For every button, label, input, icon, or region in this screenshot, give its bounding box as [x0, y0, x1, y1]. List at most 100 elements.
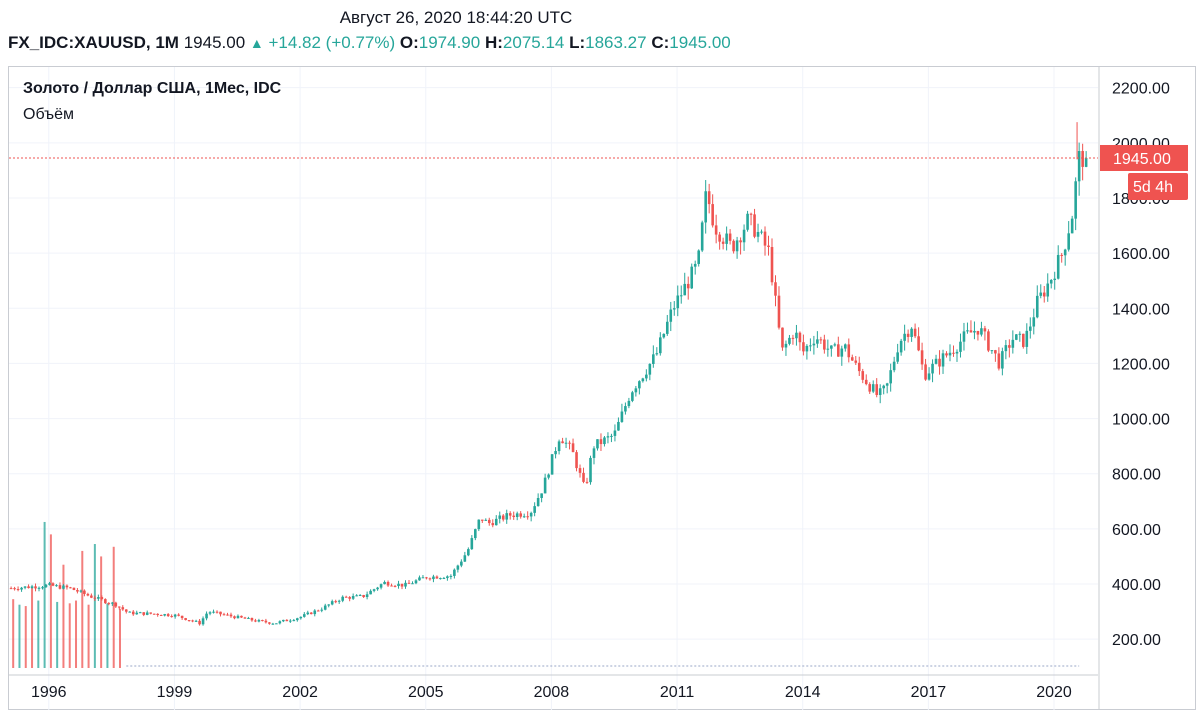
low-label: L: [569, 33, 586, 52]
candle-body [372, 589, 376, 591]
candle-body [1049, 280, 1053, 284]
candle-body [788, 337, 791, 344]
candle-body [149, 612, 153, 614]
candle-body [697, 250, 700, 264]
candle-body [718, 234, 721, 242]
candle-body [243, 617, 247, 619]
volume-bar [43, 521, 46, 668]
candle-body [652, 354, 655, 364]
x-tick-label: 1996 [31, 684, 67, 701]
candle-body [955, 351, 959, 354]
candle-body [742, 229, 746, 243]
candle-body [679, 295, 683, 297]
candle-body [344, 596, 348, 598]
open-value: 1974.90 [418, 33, 481, 52]
candle-body [1025, 330, 1029, 347]
candle-body [397, 583, 400, 587]
candle-body [889, 370, 892, 384]
close-value: 1945.00 [669, 33, 731, 52]
candle-body [264, 620, 268, 623]
candle-body [805, 345, 809, 352]
candle-body [756, 231, 760, 237]
candle-body [268, 622, 271, 624]
volume-bar [75, 600, 78, 668]
candle-body [1084, 157, 1088, 167]
candle-body [826, 348, 830, 350]
candle-body [1032, 317, 1036, 327]
candle-body [582, 472, 585, 482]
volume-bar [81, 550, 84, 668]
candle-body [379, 584, 383, 588]
volume-bar [49, 534, 52, 668]
x-tick-label: 2020 [1036, 684, 1072, 701]
x-tick-label: 2002 [282, 684, 318, 701]
candle-body [665, 321, 669, 334]
candle-body [498, 515, 502, 519]
candle-body [784, 343, 788, 348]
candle-body [142, 612, 146, 615]
candle-body [152, 613, 156, 615]
candle-body [850, 357, 854, 361]
candle-body [302, 614, 306, 617]
candle-body [638, 381, 641, 389]
candle-body [145, 612, 149, 615]
candle-body [941, 353, 945, 367]
candle-body [948, 352, 952, 356]
volume-bar [118, 608, 121, 668]
candle-body [620, 411, 624, 422]
candle-body [439, 578, 442, 580]
candle-body [470, 538, 474, 550]
candle-body [864, 379, 868, 385]
candle-body [791, 337, 795, 339]
volume-bar [18, 604, 21, 668]
close-label: C: [651, 33, 670, 52]
candle-body [648, 363, 652, 375]
candle-body [1008, 345, 1011, 348]
candle-body [515, 513, 519, 518]
candle-body [669, 309, 673, 322]
candle-body [823, 339, 826, 350]
candle-body [969, 330, 973, 333]
candle-body [1074, 181, 1077, 219]
legend-volume-label[interactable]: Объём [23, 106, 74, 123]
candle-body [1053, 278, 1057, 281]
candle-body [927, 373, 931, 380]
candle-body [421, 577, 425, 579]
candle-body [51, 583, 55, 586]
candle-body [983, 328, 987, 332]
candle-body [484, 519, 488, 521]
candle-body [550, 454, 554, 475]
candle-body [746, 213, 749, 230]
candle-body [1056, 254, 1060, 279]
candle-body [313, 610, 317, 615]
candle-body [1028, 326, 1032, 331]
legend-title[interactable]: Золото / Доллар США, 1Мес, IDC [23, 80, 282, 97]
candle-body [906, 333, 910, 337]
candle-body [892, 361, 896, 371]
candle-body [857, 362, 861, 372]
candle-body [760, 231, 763, 233]
candle-body [390, 585, 393, 587]
candle-body [753, 214, 756, 237]
candle-body [774, 282, 777, 296]
symbol-name[interactable]: FX_IDC:XAUUSD, 1M [8, 33, 179, 52]
candle-body [474, 529, 477, 539]
x-tick-label: 2005 [408, 684, 444, 701]
candle-body [369, 590, 372, 595]
candle-body [585, 481, 589, 483]
candle-body [20, 587, 23, 590]
candle-body [994, 350, 997, 354]
candle-body [477, 519, 481, 530]
candle-body [959, 341, 962, 352]
candle-body [1039, 292, 1043, 296]
candle-body [100, 597, 104, 600]
candle-body [173, 614, 177, 617]
volume-bar [87, 604, 90, 668]
candle-body [707, 191, 711, 205]
chart-frame[interactable] [8, 66, 1196, 710]
candle-body [114, 602, 118, 607]
candle-body [9, 588, 13, 590]
volume-bar [100, 556, 103, 668]
candle-body [924, 364, 927, 380]
